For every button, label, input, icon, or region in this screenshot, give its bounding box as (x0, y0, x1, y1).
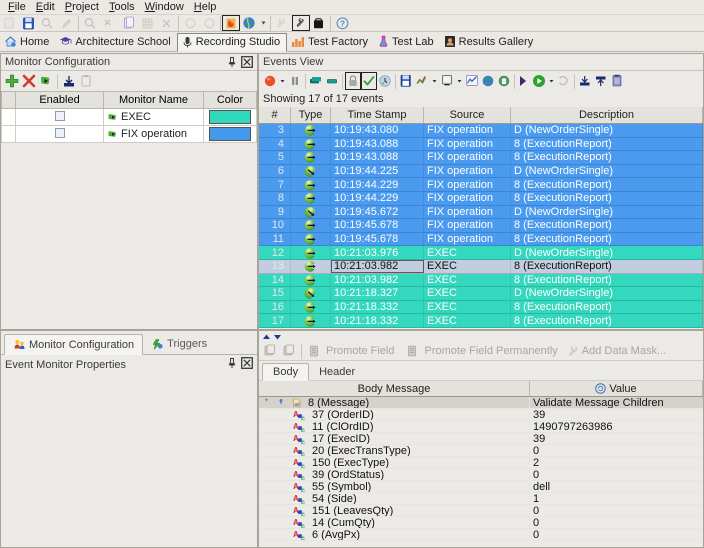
svg-text:A: A (293, 530, 299, 539)
svg-text:c: c (301, 427, 305, 432)
svg-text:c: c (301, 511, 305, 516)
svg-text:c: c (301, 415, 305, 420)
svg-text:c: c (301, 439, 305, 444)
svg-text:A: A (293, 518, 299, 527)
svg-text:A: A (293, 458, 299, 467)
svg-text:A: A (293, 446, 299, 455)
svg-text:c: c (301, 487, 305, 492)
svg-text:A: A (293, 482, 299, 491)
svg-text:A: A (293, 422, 299, 431)
svg-text:c: c (301, 451, 305, 456)
svg-text:c: c (301, 535, 305, 540)
svg-text:A: A (293, 470, 299, 479)
svg-text:A: A (293, 410, 299, 419)
svg-text:A: A (293, 434, 299, 443)
svg-text:c: c (301, 499, 305, 504)
svg-text:c: c (301, 523, 305, 528)
svg-text:c: c (301, 463, 305, 468)
svg-text:A: A (293, 494, 299, 503)
svg-text:c: c (301, 475, 305, 480)
svg-text:?: ? (339, 18, 344, 28)
svg-text:A: A (293, 506, 299, 515)
